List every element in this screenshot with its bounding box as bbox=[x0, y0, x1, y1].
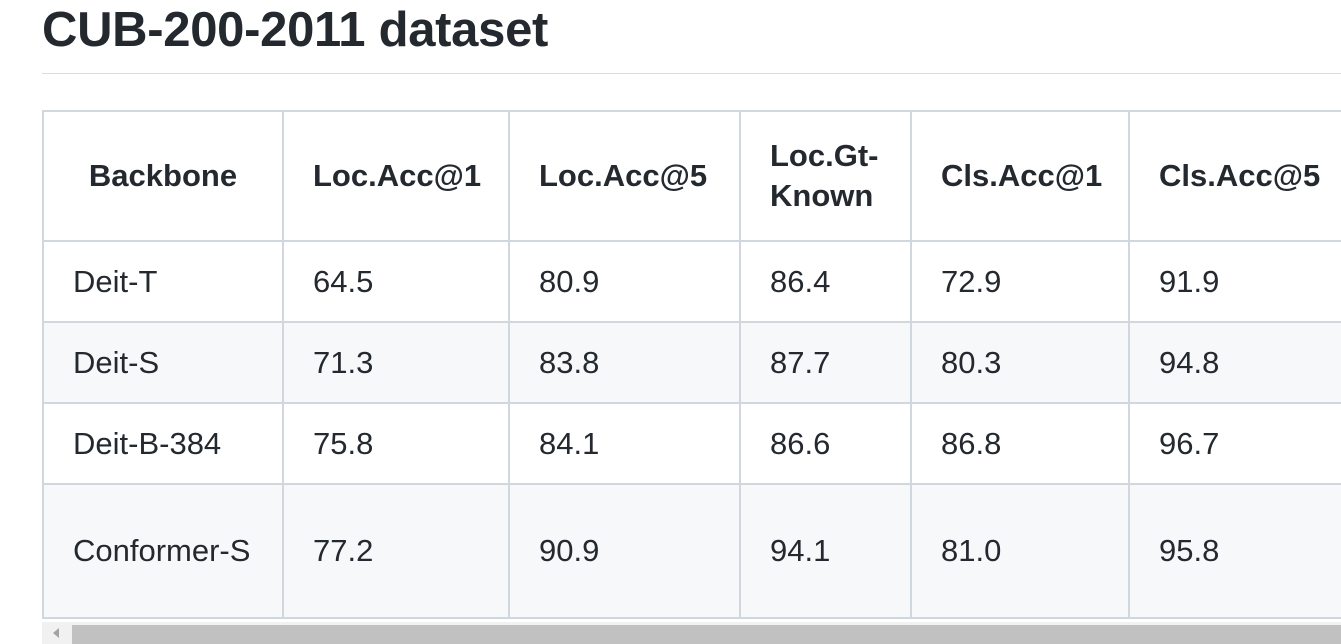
table-row: Deit-T 64.5 80.9 86.4 72.9 91.9 bbox=[42, 240, 1341, 323]
cell-loc-acc-5: 90.9 bbox=[508, 483, 741, 619]
cell-cls-acc-1: 81.0 bbox=[910, 483, 1130, 619]
results-table: Backbone Loc.Acc@1 Loc.Acc@5 Loc.Gt-Know… bbox=[42, 110, 1341, 619]
cell-loc-acc-1: 71.3 bbox=[282, 321, 510, 404]
cell-loc-acc-5: 80.9 bbox=[508, 240, 741, 323]
cell-loc-acc-1: 77.2 bbox=[282, 483, 510, 619]
table-header-row: Backbone Loc.Acc@1 Loc.Acc@5 Loc.Gt-Know… bbox=[42, 110, 1341, 242]
column-header-cls-acc-5: Cls.Acc@5 bbox=[1128, 110, 1341, 242]
cell-cls-acc-1: 80.3 bbox=[910, 321, 1130, 404]
column-header-backbone: Backbone bbox=[42, 110, 284, 242]
table-row: Conformer-S 77.2 90.9 94.1 81.0 95.8 bbox=[42, 483, 1341, 619]
cell-cls-acc-5: 96.7 bbox=[1128, 402, 1341, 485]
table-scroll-container[interactable]: Backbone Loc.Acc@1 Loc.Acc@5 Loc.Gt-Know… bbox=[42, 110, 1341, 622]
table-row: Deit-S 71.3 83.8 87.7 80.3 94.8 bbox=[42, 321, 1341, 404]
cell-loc-acc-5: 83.8 bbox=[508, 321, 741, 404]
cell-loc-acc-5: 84.1 bbox=[508, 402, 741, 485]
cell-backbone: Deit-S bbox=[42, 321, 284, 404]
section-heading: CUB-200-2011 dataset bbox=[42, 3, 549, 57]
scroll-left-arrow-icon bbox=[53, 628, 59, 638]
cell-loc-gt-known: 87.7 bbox=[739, 321, 912, 404]
cell-cls-acc-5: 94.8 bbox=[1128, 321, 1341, 404]
cell-backbone: Deit-T bbox=[42, 240, 284, 323]
cell-loc-gt-known: 86.6 bbox=[739, 402, 912, 485]
cell-loc-acc-1: 75.8 bbox=[282, 402, 510, 485]
table-row: Deit-B-384 75.8 84.1 86.6 86.8 96.7 bbox=[42, 402, 1341, 485]
column-header-loc-acc-5: Loc.Acc@5 bbox=[508, 110, 741, 242]
heading-divider bbox=[42, 73, 1341, 74]
cell-cls-acc-5: 91.9 bbox=[1128, 240, 1341, 323]
scroll-left-button[interactable] bbox=[42, 622, 70, 644]
cell-backbone: Deit-B-384 bbox=[42, 402, 284, 485]
cell-loc-acc-1: 64.5 bbox=[282, 240, 510, 323]
cell-cls-acc-5: 95.8 bbox=[1128, 483, 1341, 619]
cell-cls-acc-1: 72.9 bbox=[910, 240, 1130, 323]
column-header-loc-gt-known: Loc.Gt-Known bbox=[739, 110, 912, 242]
cell-backbone: Conformer-S bbox=[42, 483, 284, 619]
scrollbar-thumb[interactable] bbox=[72, 625, 1341, 644]
horizontal-scrollbar[interactable] bbox=[42, 622, 1341, 644]
cell-cls-acc-1: 86.8 bbox=[910, 402, 1130, 485]
column-header-loc-acc-1: Loc.Acc@1 bbox=[282, 110, 510, 242]
column-header-cls-acc-1: Cls.Acc@1 bbox=[910, 110, 1130, 242]
cell-loc-gt-known: 86.4 bbox=[739, 240, 912, 323]
cell-loc-gt-known: 94.1 bbox=[739, 483, 912, 619]
